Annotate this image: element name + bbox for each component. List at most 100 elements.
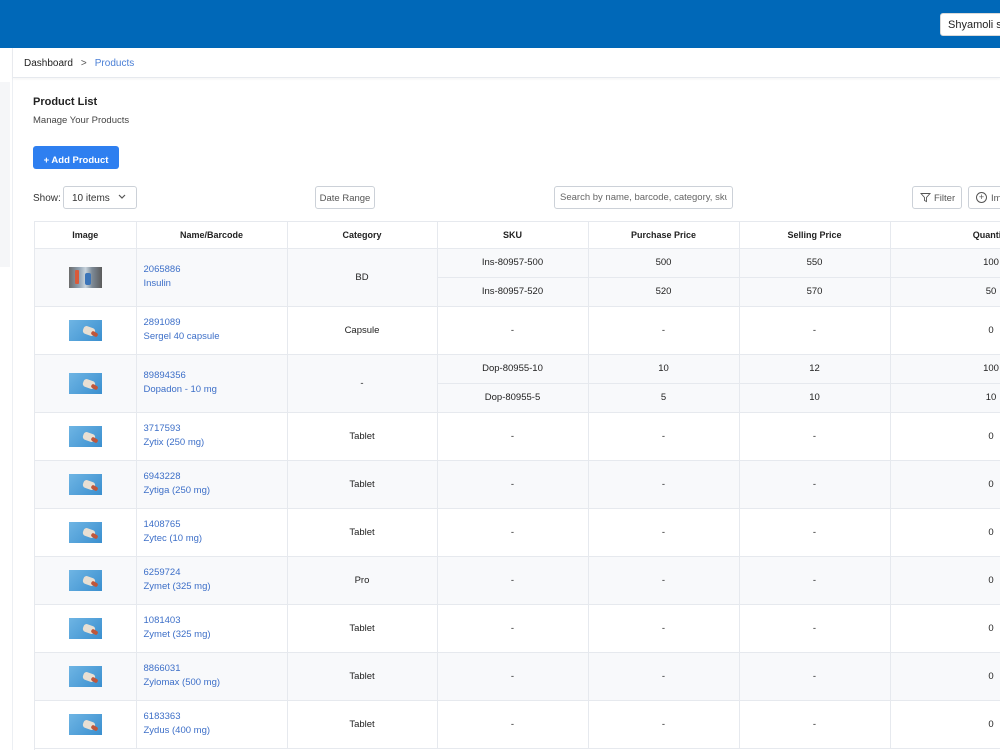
product-quantity: 0 xyxy=(890,412,1000,461)
items-per-page-select[interactable]: 10 items xyxy=(63,186,137,209)
product-selling-price: - xyxy=(739,508,891,557)
product-sku: - xyxy=(437,412,589,461)
top-header: Shyamoli shop xyxy=(0,0,1000,48)
product-purchase-price: - xyxy=(588,306,740,355)
product-name-cell: 1408765 Zytec (10 mg) xyxy=(136,508,288,557)
show-label: Show: xyxy=(33,193,61,204)
product-quantity: 100 xyxy=(890,248,1000,278)
product-barcode-link[interactable]: 2891089 xyxy=(143,317,181,328)
filter-button[interactable]: Filter xyxy=(912,186,962,209)
product-selling-price: 10 xyxy=(739,383,891,413)
product-category: Capsule xyxy=(287,306,438,355)
product-sku: - xyxy=(437,604,589,653)
column-header-image: Image xyxy=(35,222,137,249)
column-header-sku: SKU xyxy=(437,222,589,249)
table-row: 3717593 Zytix (250 mg) Tablet - - -0 xyxy=(35,412,1000,461)
product-selling-price: 550 xyxy=(739,248,891,278)
product-sku: - xyxy=(437,700,589,749)
product-name-link[interactable]: Insulin xyxy=(143,278,171,289)
column-header-purchase-price: Purchase Price xyxy=(588,222,740,249)
product-sku: - xyxy=(437,508,589,557)
product-category: BD xyxy=(287,248,438,307)
filter-label: Filter xyxy=(934,193,956,204)
product-name-link[interactable]: Zytec (10 mg) xyxy=(143,533,203,544)
table-row: 6259724 Zymet (325 mg) Pro - - -0 xyxy=(35,556,1000,605)
product-image-cell xyxy=(35,556,137,605)
product-purchase-price: 500 xyxy=(588,248,740,278)
product-sku: - xyxy=(437,306,589,355)
product-purchase-price: 520 xyxy=(588,277,740,307)
plus-circle-icon: + xyxy=(976,192,987,203)
product-barcode-link[interactable]: 3717593 xyxy=(143,423,181,434)
table-row: 2891089 Sergel 40 capsule Capsule - - -0 xyxy=(35,306,1000,355)
search-input[interactable] xyxy=(554,186,733,209)
product-selling-price: - xyxy=(739,652,891,701)
product-selling-price: - xyxy=(739,700,891,749)
breadcrumb-dashboard-link[interactable]: Dashboard xyxy=(24,58,73,69)
table-row: 1408765 Zytec (10 mg) Tablet - - -0 xyxy=(35,508,1000,557)
product-image[interactable] xyxy=(68,372,102,394)
table-row: Dop-80955-5 5 10 10 xyxy=(35,383,1000,413)
product-name-link[interactable]: Zydus (400 mg) xyxy=(143,725,211,736)
product-name-link[interactable]: Zytiga (250 mg) xyxy=(143,485,211,496)
product-category: Tablet xyxy=(287,508,438,557)
product-category: Tablet xyxy=(287,412,438,461)
product-barcode-link[interactable]: 1408765 xyxy=(143,519,181,530)
product-quantity: 0 xyxy=(890,508,1000,557)
product-sku: - xyxy=(437,652,589,701)
table-row: 2065886 Insulin BD Ins-80957-500 500 550 100 xyxy=(35,248,1000,307)
product-purchase-price: - xyxy=(588,508,740,557)
breadcrumb-current: Products xyxy=(94,58,135,69)
table-row: Ins-80957-520 520 570 50 xyxy=(35,277,1000,307)
product-purchase-price: - xyxy=(588,556,740,605)
date-range-button[interactable]: Date Range xyxy=(315,186,375,209)
product-image[interactable] xyxy=(68,266,102,288)
product-name-link[interactable]: Sergel 40 capsule xyxy=(143,331,220,342)
product-sku: - xyxy=(437,556,589,605)
product-selling-price: - xyxy=(739,556,891,605)
product-name-link[interactable]: Zymet (325 mg) xyxy=(143,581,211,592)
product-barcode-link[interactable]: 89894356 xyxy=(143,370,186,381)
product-quantity: 10 xyxy=(890,383,1000,413)
product-image[interactable] xyxy=(68,473,102,495)
sidebar-scroll-strip[interactable] xyxy=(0,82,10,267)
add-product-button[interactable]: + Add Product xyxy=(33,146,119,169)
page-subtitle: Manage Your Products xyxy=(33,115,130,126)
product-image[interactable] xyxy=(68,425,102,447)
product-barcode-link[interactable]: 6943228 xyxy=(143,471,181,482)
breadcrumb-separator: > xyxy=(80,58,87,69)
product-image[interactable] xyxy=(68,713,102,735)
import-button[interactable]: + Import xyxy=(968,186,1000,209)
items-per-page-value: 10 items xyxy=(72,193,110,204)
product-image[interactable] xyxy=(68,665,102,687)
product-name-link[interactable]: Dopadon - 10 mg xyxy=(143,384,217,395)
product-quantity: 0 xyxy=(890,460,1000,509)
product-table: Image Name/Barcode Category SKU Purchase… xyxy=(35,222,1000,749)
product-name-cell: 2065886 Insulin xyxy=(136,248,288,307)
product-image[interactable] xyxy=(68,319,102,341)
product-barcode-link[interactable]: 8866031 xyxy=(143,663,181,674)
product-table-container[interactable]: Image Name/Barcode Category SKU Purchase… xyxy=(34,221,1000,750)
column-header-name: Name/Barcode xyxy=(136,222,288,249)
product-name-link[interactable]: Zylomax (500 mg) xyxy=(143,677,221,688)
product-barcode-link[interactable]: 6259724 xyxy=(143,567,181,578)
product-purchase-price: - xyxy=(588,460,740,509)
product-purchase-price: 10 xyxy=(588,354,740,384)
product-sku: Dop-80955-5 xyxy=(437,383,589,413)
store-selector[interactable]: Shyamoli shop xyxy=(940,13,1000,36)
product-purchase-price: - xyxy=(588,652,740,701)
product-purchase-price: - xyxy=(588,604,740,653)
product-category: - xyxy=(287,354,438,413)
product-image-cell xyxy=(35,306,137,355)
product-name-link[interactable]: Zytix (250 mg) xyxy=(143,437,205,448)
product-barcode-link[interactable]: 6183363 xyxy=(143,711,181,722)
breadcrumb: Dashboard > Products xyxy=(13,48,1000,78)
product-image[interactable] xyxy=(68,521,102,543)
product-image[interactable] xyxy=(68,569,102,591)
product-image-cell xyxy=(35,508,137,557)
product-barcode-link[interactable]: 2065886 xyxy=(143,264,181,275)
product-name-link[interactable]: Zymet (325 mg) xyxy=(143,629,211,640)
product-image[interactable] xyxy=(68,617,102,639)
product-quantity: 0 xyxy=(890,306,1000,355)
product-barcode-link[interactable]: 1081403 xyxy=(143,615,181,626)
